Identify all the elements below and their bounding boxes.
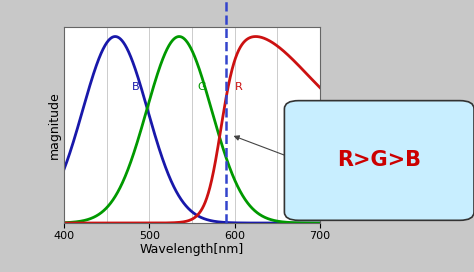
Text: B: B	[132, 82, 140, 92]
X-axis label: Wavelength[nm]: Wavelength[nm]	[140, 243, 244, 256]
Text: R>G>B: R>G>B	[337, 150, 421, 171]
Text: G: G	[197, 82, 206, 92]
Text: R: R	[235, 82, 242, 92]
Y-axis label: magnitude: magnitude	[48, 91, 61, 159]
